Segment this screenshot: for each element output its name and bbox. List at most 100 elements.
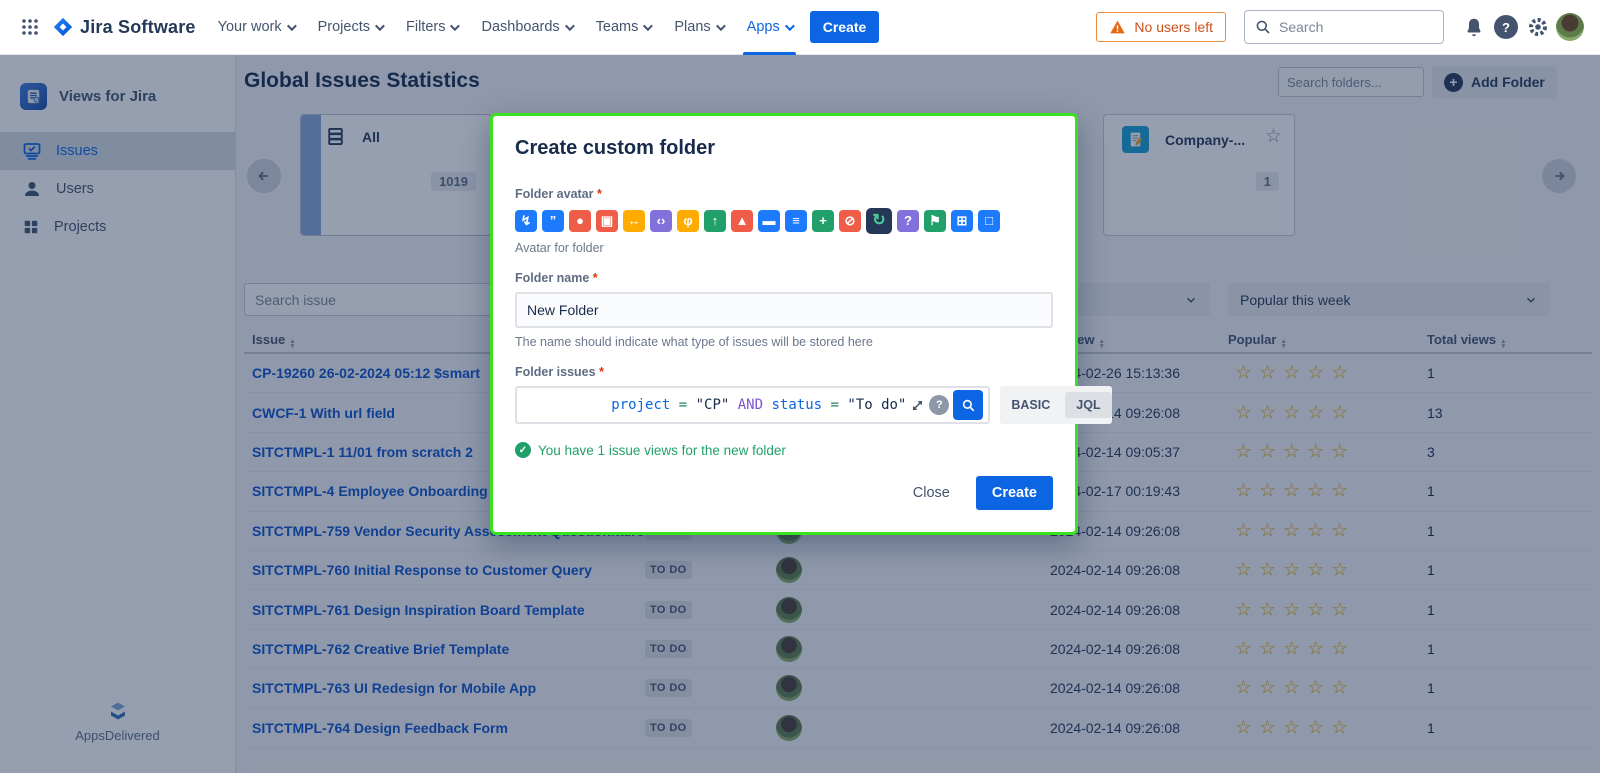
issues-icon	[23, 143, 41, 160]
nav-menu-item[interactable]: Projects	[306, 0, 394, 55]
folder-search-input[interactable]	[1287, 74, 1415, 90]
toggle-basic[interactable]: BASIC	[1011, 398, 1051, 412]
issue-link[interactable]: SITCTMPL-4 Employee Onboarding P	[252, 483, 501, 500]
nav-menu-item[interactable]: Your work	[206, 0, 306, 55]
last-view-date: 2024-02-14 09:26:08	[1050, 680, 1180, 697]
carousel-left-arrow[interactable]	[247, 159, 281, 193]
chevron-down-icon	[1526, 297, 1536, 303]
nav-menu-item[interactable]: Plans	[662, 0, 734, 55]
folder-search[interactable]	[1278, 67, 1424, 97]
projects-icon	[24, 220, 38, 234]
nav-menu-item[interactable]: Dashboards	[469, 0, 583, 55]
create-folder-modal: Create custom folder Folder avatar * ↯ ”…	[490, 113, 1112, 535]
folder-avatar-option[interactable]: ⊞	[951, 210, 973, 232]
folder-avatar-option[interactable]: ⚑	[924, 210, 946, 232]
issue-link[interactable]: SITCTMPL-763 UI Redesign for Mobile App	[252, 680, 537, 697]
assignee-avatar[interactable]	[776, 557, 802, 584]
nav-menu-item[interactable]: Apps	[735, 0, 804, 55]
jql-input[interactable]: project = "CP" AND status = "To do" ?	[515, 386, 991, 424]
chevron-down-icon	[450, 20, 461, 31]
license-warning-banner[interactable]: No users left	[1096, 12, 1226, 42]
sidebar-item-users[interactable]: Users	[0, 170, 235, 208]
nav-menu-item-label: Apps	[746, 19, 780, 35]
appsdelivered-logo	[110, 702, 125, 720]
last-view-date: 2024-02-26 15:13:36	[1050, 365, 1180, 382]
total-views-value: 1	[1427, 522, 1435, 539]
create-button[interactable]: Create	[809, 11, 880, 43]
search-issue-input[interactable]	[255, 291, 510, 308]
issue-link[interactable]: CWCF-1 With url field	[252, 404, 395, 421]
folder-avatar-option[interactable]: ?	[897, 210, 919, 232]
settings-icon[interactable]	[1522, 11, 1554, 43]
folder-issues-label: Folder issues *	[515, 365, 604, 379]
folder-avatar-option[interactable]: ⊘	[839, 210, 861, 232]
last-view-date: 2024-02-14 09:05:37	[1050, 443, 1180, 460]
jql-help-icon[interactable]: ?	[929, 395, 950, 415]
app-switcher-icon[interactable]	[14, 11, 46, 43]
assignee-avatar[interactable]	[776, 714, 802, 741]
column-header-total-views[interactable]: Total views	[1427, 332, 1507, 349]
folder-avatar-option[interactable]: +	[812, 210, 834, 232]
expand-icon[interactable]	[910, 398, 925, 413]
folder-avatar-option[interactable]: ↔	[623, 210, 645, 232]
success-message: You have 1 issue views for the new folde…	[538, 442, 786, 458]
total-views-value: 3	[1427, 443, 1435, 460]
folder-avatar-option[interactable]: ▬	[758, 210, 780, 232]
issue-link[interactable]: SITCTMPL-764 Design Feedback Form	[252, 719, 508, 736]
search-icon	[1256, 20, 1270, 34]
folder-avatar-option[interactable]: □	[978, 210, 1000, 232]
add-folder-button[interactable]: + Add Folder	[1432, 66, 1557, 98]
carousel-right-arrow[interactable]	[1542, 159, 1576, 193]
column-header-popular[interactable]: Popular	[1228, 332, 1287, 349]
nav-menu-item[interactable]: Teams	[584, 0, 663, 55]
brand-name: Jira Software	[80, 16, 196, 37]
folder-avatar-option[interactable]: φ	[677, 210, 699, 232]
folder-avatar-option[interactable]: ●	[569, 210, 591, 232]
assignee-avatar[interactable]	[776, 675, 802, 702]
status-badge: TO DO	[645, 679, 692, 698]
help-icon[interactable]: ?	[1490, 11, 1522, 43]
notifications-icon[interactable]	[1458, 11, 1490, 43]
folder-card-all[interactable]: All 1019	[300, 114, 492, 236]
issue-link[interactable]: CP-19260 26-02-2024 05:12 $smart	[252, 365, 481, 382]
folder-avatar-option[interactable]: ▣	[596, 210, 618, 232]
toggle-jql[interactable]: JQL	[1065, 392, 1112, 418]
sidebar-app-header[interactable]: Views for Jira	[20, 83, 235, 110]
modal-create-button[interactable]: Create	[975, 476, 1053, 510]
warning-text: No users left	[1134, 19, 1213, 35]
search-input[interactable]	[1279, 19, 1419, 35]
issue-link[interactable]: SITCTMPL-1 11/01 from scratch 2	[252, 443, 473, 460]
issue-link[interactable]: SITCTMPL-762 Creative Brief Template	[252, 640, 510, 657]
users-icon	[25, 182, 39, 196]
issue-link[interactable]: SITCTMPL-761 Design Inspiration Board Te…	[252, 601, 585, 618]
column-header-issue[interactable]: Issue	[252, 332, 296, 349]
status-badge: TO DO	[645, 600, 692, 619]
star-icon[interactable]: ☆	[1264, 126, 1282, 147]
jira-logo[interactable]: Jira Software	[52, 16, 196, 38]
jql-query-text: project = "CP" AND status = "To do"	[611, 397, 907, 413]
nav-menu-item[interactable]: Filters	[394, 0, 469, 55]
search-issue[interactable]	[244, 283, 521, 316]
jql-search-button[interactable]	[953, 390, 984, 420]
check-icon: ✓	[515, 442, 531, 458]
folder-avatar-option[interactable]: ↑	[704, 210, 726, 232]
issue-link[interactable]: SITCTMPL-760 Initial Response to Custome…	[252, 562, 592, 579]
close-button[interactable]: Close	[912, 485, 950, 501]
folder-avatar-option[interactable]: ”	[542, 210, 564, 232]
sidebar-item-issues[interactable]: Issues	[0, 132, 235, 170]
sidebar-item-projects[interactable]: Projects	[0, 208, 235, 246]
folder-card-company[interactable]: Company-... ☆ 1	[1103, 114, 1295, 236]
user-avatar[interactable]	[1554, 11, 1586, 43]
folder-avatar-option[interactable]: ↯	[515, 210, 537, 232]
last-view-date: 2024-02-14 09:26:08	[1050, 640, 1180, 657]
folder-avatar-option[interactable]: ≡	[785, 210, 807, 232]
folder-avatar-option[interactable]: ↻	[866, 208, 892, 234]
global-search[interactable]	[1244, 10, 1444, 44]
folder-name-input[interactable]	[515, 292, 1053, 328]
assignee-avatar[interactable]	[776, 596, 802, 623]
folder-avatar-option[interactable]: ▲	[731, 210, 753, 232]
assignee-avatar[interactable]	[776, 635, 802, 662]
popular-period-dropdown[interactable]: Popular this week	[1228, 283, 1550, 316]
folder-avatar-option[interactable]: ‹›	[650, 210, 672, 232]
total-views-value: 1	[1427, 719, 1435, 736]
